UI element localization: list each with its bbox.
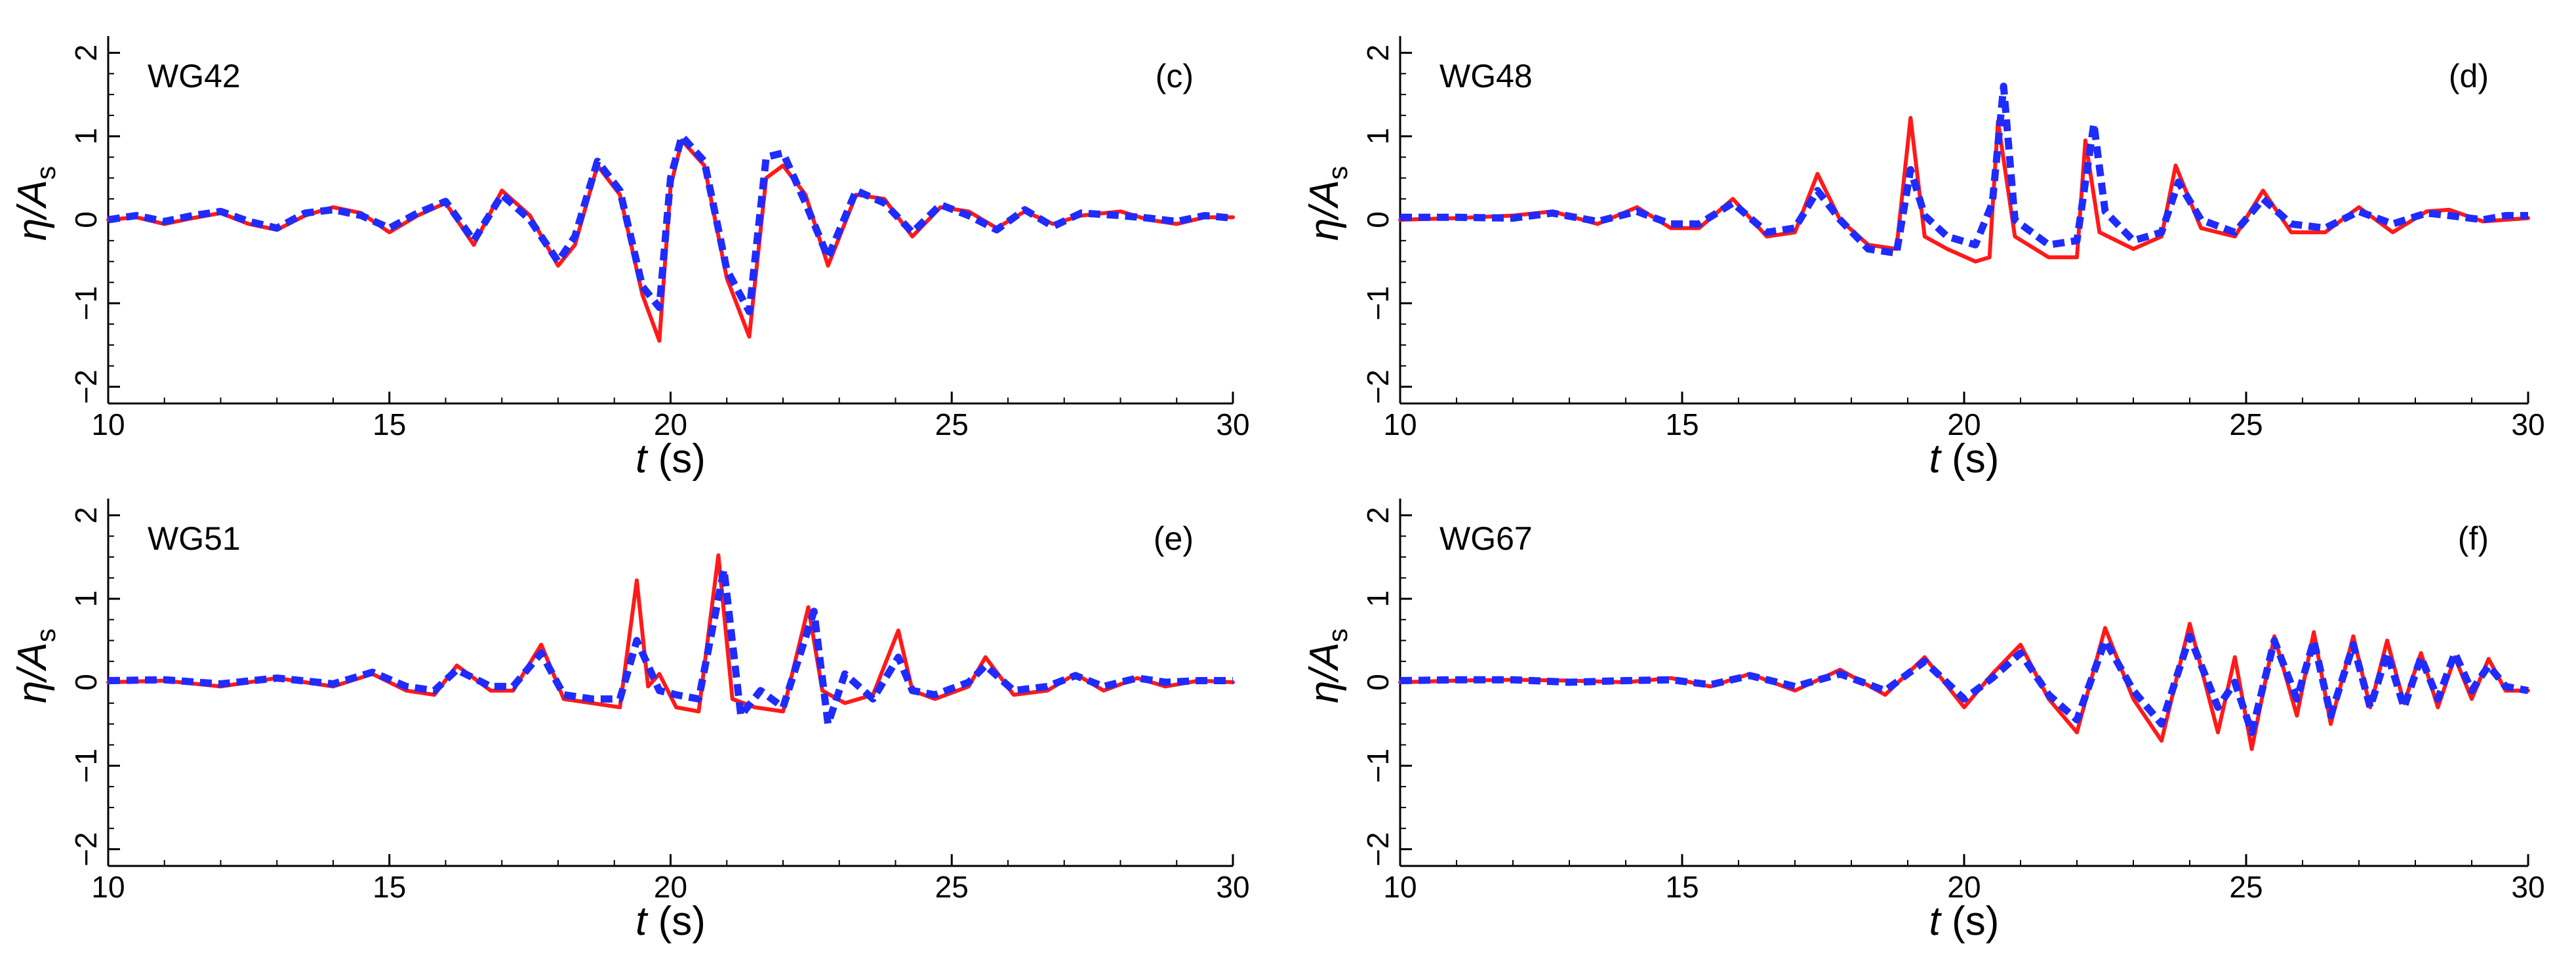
x-axis-label: t (s)	[635, 899, 706, 944]
y-tick-label: −2	[69, 369, 103, 403]
y-axis-label: η/As	[10, 166, 61, 241]
series-line-red-solid	[106, 138, 1235, 343]
y-axis-label: η/As	[1302, 166, 1353, 241]
x-tick-label: 15	[372, 407, 406, 441]
y-axis-subscript: s	[1322, 166, 1353, 180]
x-axis-var: t	[1929, 436, 1942, 482]
series-line-blue-dashed	[1400, 82, 2528, 257]
x-axis-label: t (s)	[635, 436, 706, 482]
x-tick-label: 10	[1383, 870, 1417, 904]
panel-label: (e)	[1154, 520, 1194, 557]
y-tick-label: −1	[69, 749, 103, 783]
panel-label: (c)	[1156, 58, 1194, 94]
x-tick-label: 30	[2511, 407, 2545, 441]
x-tick-label: 25	[2229, 407, 2263, 441]
y-axis-subscript: s	[30, 628, 61, 642]
x-axis-var: t	[1929, 899, 1942, 944]
x-tick-label: 10	[1383, 407, 1417, 441]
y-axis-var: η/A	[1302, 180, 1347, 241]
series-line-red-solid	[106, 553, 1235, 714]
y-axis-var: η/A	[10, 180, 55, 241]
x-tick-label: 10	[91, 870, 125, 904]
chart-panel-4: 10 15 20 25 30 −2 −1 0 1 2 WG67 (f) t (s) η/As	[1302, 499, 2545, 944]
x-axis-unit: (s)	[647, 436, 706, 482]
y-axis-subscript: s	[30, 166, 61, 180]
y-tick-label: −1	[1361, 286, 1395, 320]
y-tick-label: 0	[1361, 674, 1395, 691]
gauge-label: WG42	[148, 58, 241, 94]
y-tick-label: 1	[69, 128, 103, 145]
gauge-label: WG48	[1439, 58, 1533, 94]
x-axis-unit: (s)	[1941, 899, 2000, 944]
y-axis-var: η/A	[10, 642, 55, 703]
gauge-label: WG67	[1439, 520, 1533, 557]
x-tick-label: 15	[372, 870, 406, 904]
y-axis-label: η/As	[10, 628, 61, 703]
panel-label: (d)	[2449, 58, 2489, 94]
x-tick-label: 10	[91, 407, 125, 441]
y-tick-label: 2	[69, 507, 103, 524]
y-tick-label: −2	[69, 832, 103, 866]
series-line-blue-dashed	[1399, 632, 2529, 736]
x-axis-unit: (s)	[1941, 436, 2000, 482]
chart-panel-2: 10 15 20 25 30 −2 −1 0 1 2 WG48 (d) t (s) η/As	[1302, 36, 2545, 482]
x-axis-var: t	[635, 899, 649, 944]
x-axis-label: t (s)	[1929, 899, 2000, 944]
y-tick-label: −2	[1361, 369, 1395, 403]
y-tick-label: 2	[1361, 45, 1395, 62]
series-line-red-solid	[1398, 621, 2530, 751]
y-tick-label: 0	[69, 674, 103, 691]
x-axis-unit: (s)	[647, 899, 706, 944]
x-tick-label: 25	[935, 407, 969, 441]
x-tick-label: 15	[1665, 407, 1699, 441]
x-tick-label: 20	[654, 407, 687, 441]
gauge-label: WG51	[148, 520, 241, 557]
x-tick-label: 30	[1216, 407, 1249, 441]
y-axis-subscript: s	[1322, 628, 1353, 642]
x-axis-label: t (s)	[1929, 436, 2000, 482]
x-tick-label: 30	[1216, 870, 1249, 904]
series-line-blue-dashed	[108, 565, 1233, 728]
x-tick-label: 20	[654, 870, 687, 904]
x-tick-label: 15	[1665, 870, 1699, 904]
y-tick-label: −1	[69, 286, 103, 320]
x-tick-label: 20	[1947, 407, 1981, 441]
y-tick-label: −1	[1361, 749, 1395, 783]
x-tick-label: 30	[2511, 870, 2545, 904]
y-tick-label: 0	[69, 211, 103, 228]
y-tick-label: 2	[69, 45, 103, 62]
x-tick-label: 20	[1947, 870, 1981, 904]
x-axis-var: t	[635, 436, 649, 482]
series-line-blue-dashed	[108, 133, 1234, 316]
y-axis-var: η/A	[1302, 642, 1347, 703]
x-tick-label: 25	[935, 870, 969, 904]
y-tick-label: −2	[1361, 832, 1395, 866]
panel-label: (f)	[2458, 520, 2489, 557]
y-tick-label: 0	[1361, 211, 1395, 228]
y-tick-label: 1	[1361, 590, 1395, 607]
y-axis-label: η/As	[1302, 628, 1353, 703]
y-tick-label: 1	[69, 590, 103, 607]
x-tick-label: 25	[2229, 870, 2263, 904]
y-tick-label: 1	[1361, 128, 1395, 145]
chart-panel-1: 10 15 20 25 30 −2 −1 0 1 2 WG42 (c) t (s) η/As	[10, 36, 1250, 482]
chart-panel-3: 10 15 20 25 30 −2 −1 0 1 2 WG51 (e) t (s) η/As	[10, 499, 1250, 944]
series-line-red-solid	[1398, 115, 2530, 264]
y-tick-label: 2	[1361, 507, 1395, 524]
